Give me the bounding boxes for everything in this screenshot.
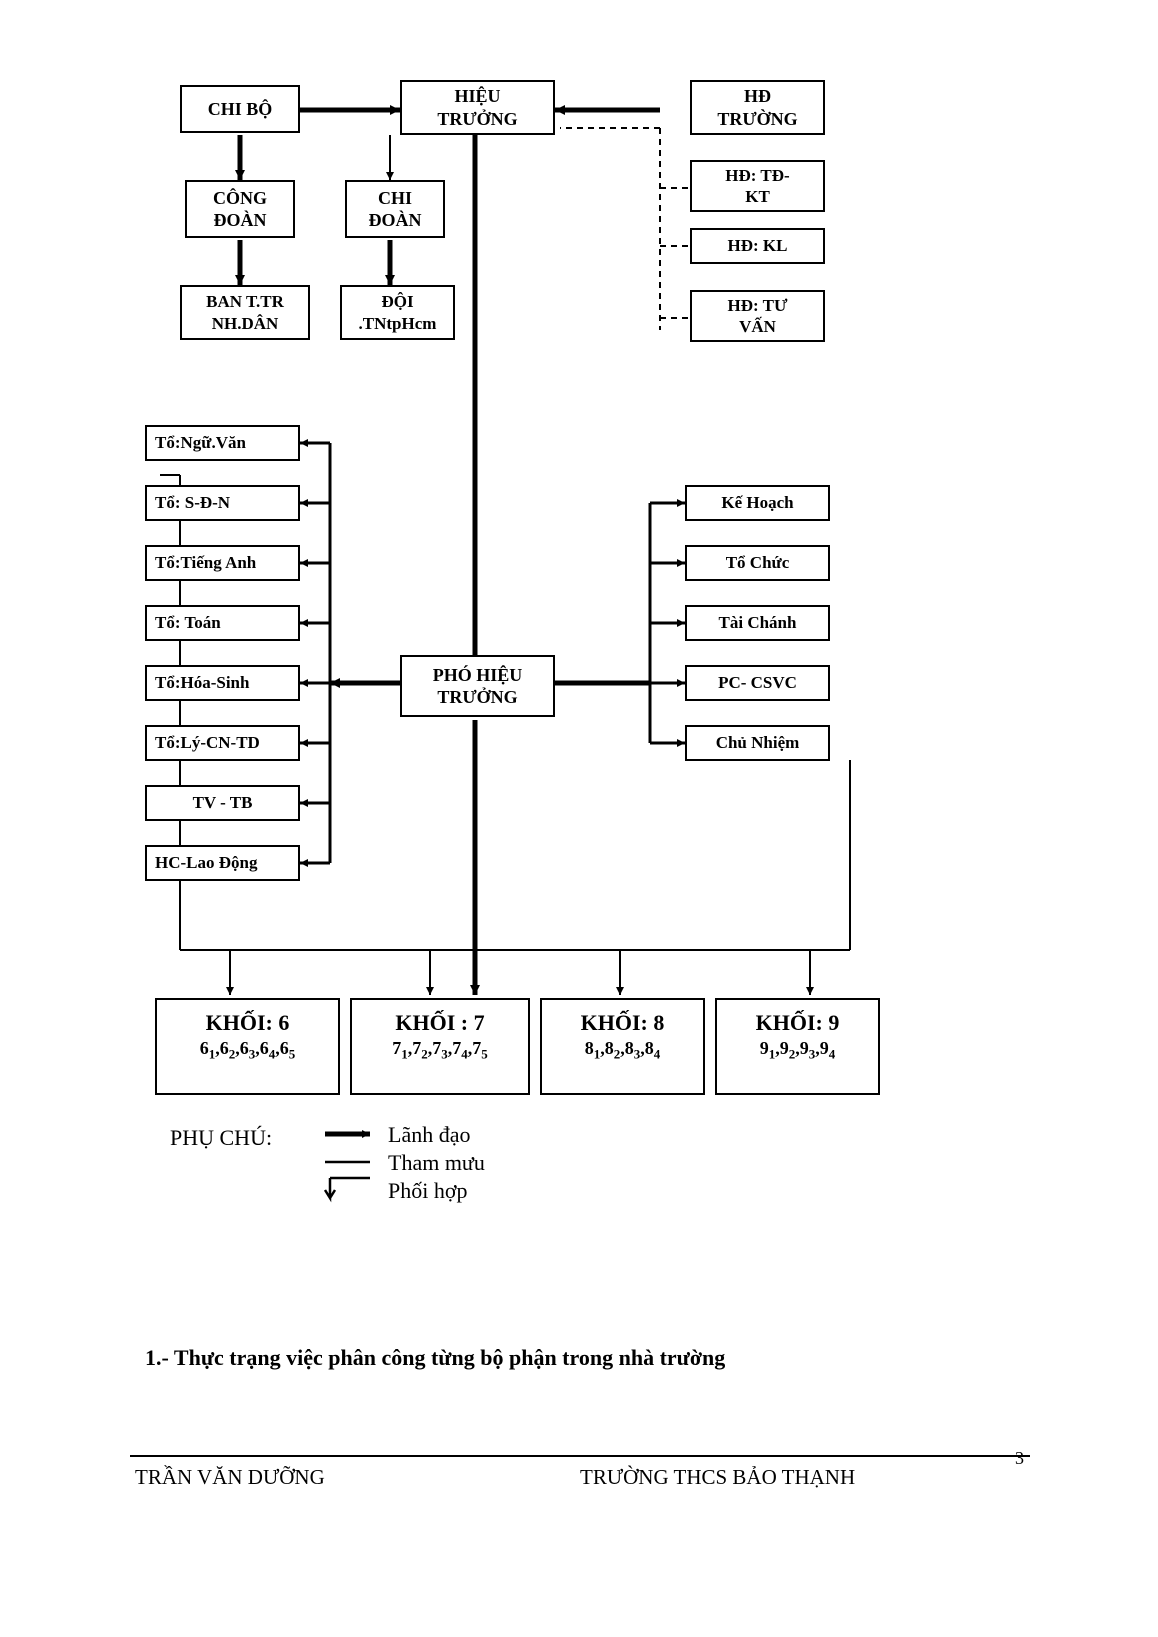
node-label: HĐ: KL bbox=[728, 235, 788, 256]
node-label: Tổ Chức bbox=[726, 552, 790, 573]
node-label: .TNtpHcm bbox=[359, 313, 437, 334]
node-label: NH.DÂN bbox=[212, 313, 279, 334]
node-label: Tổ:Tiếng Anh bbox=[155, 552, 256, 573]
node-to-nguvan: Tổ:Ngữ.Văn bbox=[145, 425, 300, 461]
node-to-hoasinh: Tổ:Hóa-Sinh bbox=[145, 665, 300, 701]
node-label: Tổ:Hóa-Sinh bbox=[155, 672, 249, 693]
legend-icons bbox=[320, 1120, 380, 1210]
node-label: HIỆU bbox=[454, 85, 500, 108]
node-hd-tdkt: HĐ: TĐ- KT bbox=[690, 160, 825, 212]
node-label: KT bbox=[745, 186, 770, 207]
node-doi: ĐỘI .TNtpHcm bbox=[340, 285, 455, 340]
node-label: TV - TB bbox=[193, 792, 253, 813]
khoi-sub: 81,82,83,84 bbox=[548, 1038, 697, 1063]
node-label: TRƯỞNG bbox=[437, 686, 517, 709]
footer-school: TRƯỜNG THCS BẢO THẠNH bbox=[580, 1465, 855, 1490]
node-label: TRƯỞNG bbox=[437, 108, 517, 131]
khoi-sub: 71,72,73,74,75 bbox=[358, 1038, 522, 1063]
node-to-toan: Tổ: Toán bbox=[145, 605, 300, 641]
node-label: Tài Chánh bbox=[719, 612, 797, 633]
node-hd-kl: HĐ: KL bbox=[690, 228, 825, 264]
khoi-6: KHỐI: 6 61,62,63,64,65 bbox=[155, 998, 340, 1095]
node-label: VẤN bbox=[739, 316, 776, 337]
node-chi-bo: CHI BỘ bbox=[180, 85, 300, 133]
node-label: Tổ: S-Đ-N bbox=[155, 492, 230, 513]
khoi-9: KHỐI: 9 91,92,93,94 bbox=[715, 998, 880, 1095]
node-tochuc: Tổ Chức bbox=[685, 545, 830, 581]
node-label: ĐOÀN bbox=[369, 209, 422, 232]
node-taichanh: Tài Chánh bbox=[685, 605, 830, 641]
node-label: PHÓ HIỆU bbox=[433, 664, 523, 687]
khoi-title: KHỐI : 7 bbox=[358, 1010, 522, 1036]
khoi-title: KHỐI: 6 bbox=[163, 1010, 332, 1036]
footer-rule bbox=[130, 1455, 1030, 1457]
node-label: ĐỘI bbox=[381, 291, 413, 312]
node-label: TRƯỜNG bbox=[717, 108, 797, 131]
node-cong-doan: CÔNG ĐOÀN bbox=[185, 180, 295, 238]
node-label: HĐ: TƯ bbox=[728, 295, 788, 316]
node-label: PC- CSVC bbox=[718, 672, 797, 693]
node-label: Chủ Nhiệm bbox=[716, 732, 800, 753]
khoi-sub: 61,62,63,64,65 bbox=[163, 1038, 332, 1063]
node-label: Tổ:Ngữ.Văn bbox=[155, 432, 246, 453]
khoi-title: KHỐI: 8 bbox=[548, 1010, 697, 1036]
node-label: Kế Hoạch bbox=[721, 492, 793, 513]
footer-author: TRẦN VĂN DƯỠNG bbox=[135, 1465, 325, 1490]
node-label: ĐOÀN bbox=[214, 209, 267, 232]
node-to-tienganh: Tổ:Tiếng Anh bbox=[145, 545, 300, 581]
node-label: CÔNG bbox=[213, 187, 267, 210]
legend-item-2: Tham mưu bbox=[388, 1150, 485, 1176]
node-label: CHI bbox=[378, 187, 412, 210]
node-chunhiem: Chủ Nhiệm bbox=[685, 725, 830, 761]
node-hc-laodong: HC-Lao Động bbox=[145, 845, 300, 881]
khoi-sub: 91,92,93,94 bbox=[723, 1038, 872, 1063]
legend-title: PHỤ CHÚ: bbox=[170, 1125, 272, 1151]
node-label: Tổ:Lý-CN-TD bbox=[155, 732, 260, 753]
legend-item-1: Lãnh đạo bbox=[388, 1122, 470, 1148]
node-label: HĐ bbox=[744, 85, 771, 108]
khoi-7: KHỐI : 7 71,72,73,74,75 bbox=[350, 998, 530, 1095]
node-chi-doan: CHI ĐOÀN bbox=[345, 180, 445, 238]
node-hd-truong: HĐ TRƯỜNG bbox=[690, 80, 825, 135]
node-label: HĐ: TĐ- bbox=[725, 165, 789, 186]
legend-item-3: Phối hợp bbox=[388, 1178, 467, 1204]
node-pccsvc: PC- CSVC bbox=[685, 665, 830, 701]
node-label: CHI BỘ bbox=[208, 98, 273, 121]
khoi-8: KHỐI: 8 81,82,83,84 bbox=[540, 998, 705, 1095]
node-ban-ttr: BAN T.TR NH.DÂN bbox=[180, 285, 310, 340]
node-label: BAN T.TR bbox=[206, 291, 284, 312]
section-heading: 1.- Thực trạng việc phân công từng bộ ph… bbox=[145, 1345, 725, 1371]
page-number: 3 bbox=[1015, 1448, 1024, 1469]
node-tv-tb: TV - TB bbox=[145, 785, 300, 821]
node-label: Tổ: Toán bbox=[155, 612, 221, 633]
khoi-title: KHỐI: 9 bbox=[723, 1010, 872, 1036]
org-chart-diagram: CHI BỘ HIỆU TRƯỞNG HĐ TRƯỜNG CÔNG ĐOÀN C… bbox=[130, 80, 1030, 1180]
node-hieu-truong: HIỆU TRƯỞNG bbox=[400, 80, 555, 135]
node-label: HC-Lao Động bbox=[155, 852, 257, 873]
node-to-sdn: Tổ: S-Đ-N bbox=[145, 485, 300, 521]
node-pho-hieu-truong: PHÓ HIỆU TRƯỞNG bbox=[400, 655, 555, 717]
node-kehoach: Kế Hoạch bbox=[685, 485, 830, 521]
node-hd-tuvan: HĐ: TƯ VẤN bbox=[690, 290, 825, 342]
node-to-lycntd: Tổ:Lý-CN-TD bbox=[145, 725, 300, 761]
